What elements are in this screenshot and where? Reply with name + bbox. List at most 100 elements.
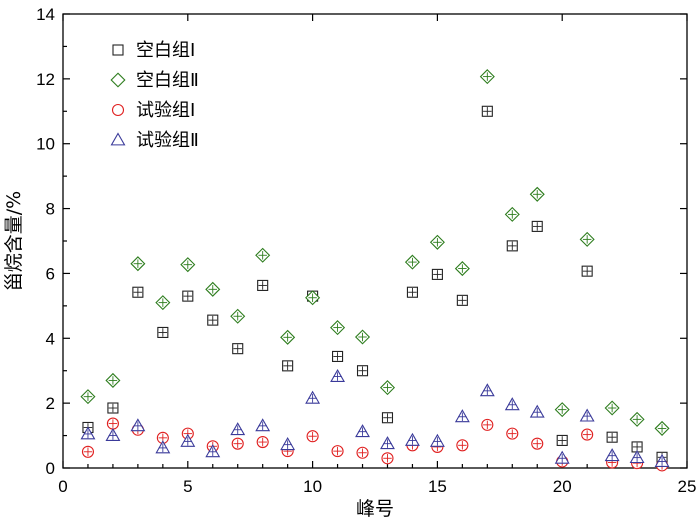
x-axis-title: 峰号 — [356, 498, 394, 520]
data-point — [330, 368, 346, 382]
data-point — [180, 257, 196, 273]
data-point — [155, 295, 171, 311]
data-point — [80, 426, 96, 440]
data-point — [579, 408, 595, 422]
data-point — [105, 372, 121, 388]
data-point — [379, 380, 396, 396]
legend-marker-triangle — [110, 132, 126, 146]
data-point — [629, 450, 645, 464]
legend-label: 试验组Ⅰ — [136, 100, 195, 121]
series-circle — [81, 417, 669, 472]
data-point — [554, 450, 570, 464]
data-point — [80, 389, 96, 405]
data-point — [454, 261, 470, 277]
data-point — [381, 412, 394, 424]
axes: 0 5 10 15 20 25 0 2 4 6 8 10 12 14 — [36, 5, 696, 496]
data-point — [554, 402, 570, 418]
data-point — [332, 350, 344, 362]
data-point — [106, 417, 119, 430]
x-tick-label: 10 — [303, 477, 322, 496]
series-diamond — [80, 69, 670, 436]
data-point — [205, 281, 221, 297]
y-tick-label: 6 — [46, 264, 55, 283]
legend-item: 空白组Ⅱ — [110, 70, 199, 91]
y-tick-label: 12 — [36, 70, 55, 89]
data-point — [404, 254, 420, 270]
data-point — [257, 279, 269, 291]
data-point — [105, 427, 121, 441]
data-point — [531, 437, 544, 450]
legend-item: 试验组Ⅰ — [111, 100, 195, 121]
legend-item: 空白组Ⅰ — [112, 40, 195, 61]
data-point — [205, 444, 221, 458]
data-point — [230, 308, 246, 324]
data-point — [81, 445, 95, 458]
data-point — [506, 427, 519, 440]
legend-label: 空白组Ⅱ — [136, 70, 199, 91]
data-point — [256, 436, 269, 449]
data-point — [231, 437, 244, 450]
data-point — [479, 383, 495, 397]
data-point — [305, 390, 321, 404]
data-point — [654, 453, 670, 467]
legend-label: 空白组Ⅰ — [136, 40, 195, 61]
y-tick-label: 4 — [46, 329, 55, 348]
y-tick-label: 2 — [46, 394, 55, 413]
data-point — [331, 445, 344, 458]
x-tick-label: 20 — [553, 477, 572, 496]
data-point — [481, 105, 493, 117]
legend-marker-circle — [111, 103, 125, 117]
legend-label: 试验组Ⅱ — [136, 130, 199, 151]
data-point — [282, 360, 294, 372]
data-point — [604, 400, 620, 416]
data-point — [356, 446, 369, 459]
data-point — [354, 329, 371, 345]
x-tick-label: 5 — [183, 477, 192, 496]
data-point — [330, 320, 346, 336]
series-square — [82, 105, 668, 463]
data-marks — [80, 69, 670, 472]
data-point — [431, 268, 443, 280]
y-tick-label: 10 — [36, 135, 55, 154]
data-point — [556, 434, 568, 446]
x-tick-label: 15 — [428, 477, 447, 496]
data-point — [155, 440, 171, 454]
data-point — [280, 329, 296, 345]
data-point — [255, 247, 271, 263]
data-point — [230, 422, 246, 436]
y-tick-label: 14 — [36, 5, 55, 24]
data-point — [606, 431, 618, 443]
data-point — [629, 411, 645, 427]
data-point — [182, 290, 194, 302]
data-point — [280, 437, 296, 451]
data-point — [481, 418, 494, 431]
y-axis-title: 甾烷含量/% — [3, 191, 25, 291]
data-point — [255, 418, 271, 432]
data-point — [305, 290, 321, 306]
data-point — [579, 231, 595, 247]
data-point — [232, 343, 244, 355]
data-point — [181, 427, 194, 440]
legend: 空白组Ⅰ 空白组Ⅱ 试验组Ⅰ 试验组Ⅱ — [110, 40, 199, 151]
data-point — [429, 433, 445, 447]
data-point — [529, 186, 545, 202]
data-point — [381, 452, 394, 465]
data-point — [456, 439, 469, 452]
x-tick-label: 0 — [58, 477, 67, 496]
data-point — [456, 294, 468, 306]
data-point — [581, 265, 593, 277]
data-point — [654, 420, 670, 436]
data-point — [132, 286, 144, 298]
data-point — [406, 286, 418, 298]
data-point — [356, 365, 369, 377]
data-point — [180, 433, 196, 447]
y-tick-label: 8 — [46, 200, 55, 219]
data-point — [404, 432, 420, 446]
data-point — [429, 234, 445, 250]
data-point — [454, 409, 470, 423]
data-point — [207, 314, 219, 326]
data-point — [130, 418, 146, 432]
data-point — [306, 430, 319, 443]
data-point — [504, 397, 520, 411]
